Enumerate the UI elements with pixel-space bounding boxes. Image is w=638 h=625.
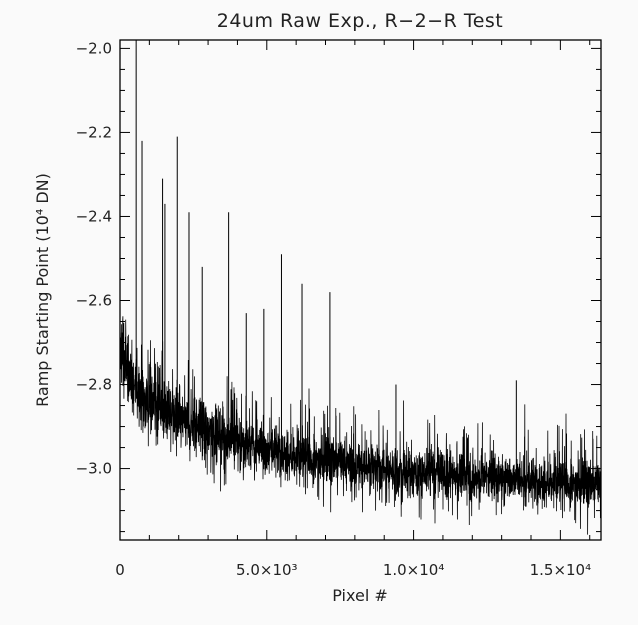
plot-frame <box>119 39 602 541</box>
x-tick-label: 1.5×10⁴ <box>530 561 592 579</box>
x-tick-label: 1.0×10⁴ <box>383 561 445 579</box>
y-tick-label: −2.6 <box>76 292 112 310</box>
series-line <box>120 316 601 535</box>
y-axis-label: Ramp Starting Point (10⁴ DN) <box>33 173 52 407</box>
y-tick-label: −3.0 <box>76 460 112 478</box>
y-tick-label: −2.0 <box>76 39 112 57</box>
y-tick-label: −2.8 <box>76 376 112 394</box>
x-tick-label: 5.0×10³ <box>236 561 298 579</box>
x-axis-label: Pixel # <box>332 586 388 605</box>
x-tick-label: 0 <box>115 561 125 579</box>
chart-title: 24um Raw Exp., R−2−R Test <box>217 10 504 32</box>
y-tick-label: −2.4 <box>76 207 112 225</box>
y-tick-label: −2.2 <box>76 123 112 141</box>
